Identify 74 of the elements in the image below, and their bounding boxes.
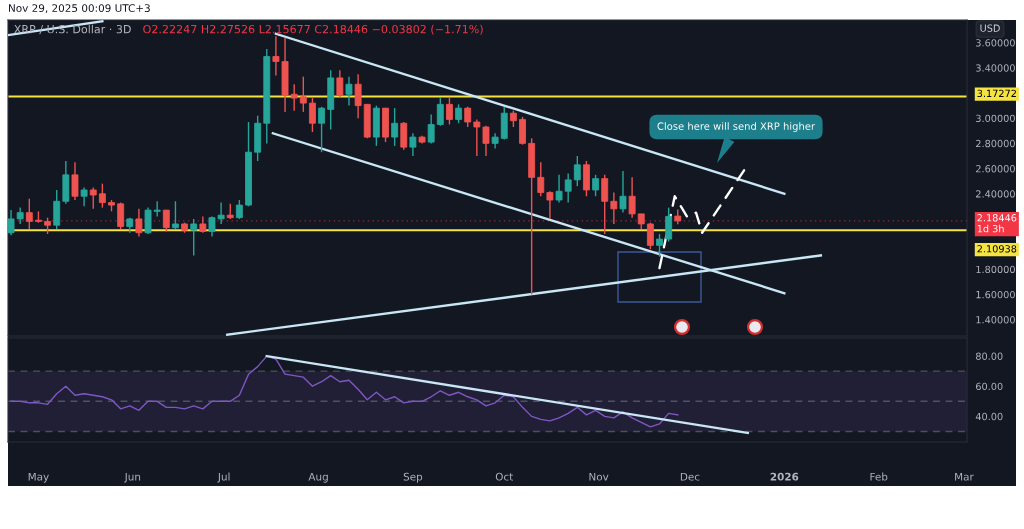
candlestick bbox=[409, 132, 417, 157]
y-tick-label: 40.00 bbox=[975, 412, 1003, 421]
y-tick-label: 1.60000 bbox=[976, 290, 1015, 299]
candlestick bbox=[117, 201, 125, 230]
candlestick bbox=[345, 75, 353, 107]
x-tick-label: 2026 bbox=[770, 472, 799, 481]
candlestick bbox=[446, 96, 453, 126]
candlestick bbox=[573, 155, 581, 187]
candlestick bbox=[619, 170, 627, 214]
x-tick-label: Mar bbox=[955, 472, 974, 481]
candlestick bbox=[8, 209, 15, 236]
x-tick-label: Sep bbox=[403, 472, 423, 483]
y-tick-label: 60.00 bbox=[976, 382, 1003, 391]
candlestick bbox=[555, 174, 563, 204]
candlestick bbox=[400, 121, 408, 151]
annotation: Close here will send XRP higher bbox=[657, 122, 816, 132]
candlestick bbox=[135, 208, 143, 238]
y-tick-label: 1.80000 bbox=[976, 265, 1015, 274]
text: Nov 29, 2025 00:09 UTC+3 bbox=[9, 4, 150, 14]
candlestick bbox=[610, 191, 618, 225]
y-tick-label: 2.60000 bbox=[976, 165, 1015, 173]
candlestick bbox=[646, 221, 654, 250]
candlestick bbox=[25, 198, 33, 230]
candlestick bbox=[546, 190, 554, 220]
candlestick bbox=[665, 206, 673, 243]
y-tick-label: 80.00 bbox=[975, 352, 1003, 360]
x-tick-label: Jun bbox=[124, 472, 141, 483]
candlestick bbox=[89, 186, 97, 210]
x-tick-label: Feb bbox=[870, 472, 888, 481]
y-tick-label: 3.40000 bbox=[976, 64, 1015, 72]
ref-line-label: 2.10938 bbox=[977, 245, 1017, 253]
x-tick-label: Dec bbox=[680, 472, 700, 481]
candlestick bbox=[391, 107, 399, 147]
ref-line-label: 3.17272 bbox=[977, 89, 1016, 98]
y-axis-title: USD bbox=[980, 24, 1000, 32]
candlestick bbox=[427, 113, 435, 145]
candlestick bbox=[53, 189, 61, 230]
candlestick bbox=[71, 161, 79, 201]
candlestick bbox=[455, 103, 463, 124]
x-tick-label: Jul bbox=[217, 472, 230, 483]
candlestick bbox=[601, 174, 609, 235]
candlestick bbox=[190, 218, 198, 257]
y-tick-label: 2.80000 bbox=[976, 139, 1015, 148]
line-series bbox=[10, 355, 679, 428]
candlestick bbox=[144, 206, 152, 235]
x-tick-label: May bbox=[28, 472, 49, 483]
candlestick bbox=[98, 182, 106, 209]
candlestick bbox=[519, 116, 526, 146]
candlestick bbox=[354, 73, 362, 119]
candlestick bbox=[656, 233, 663, 258]
ref-line-label: 2.18446 1d 3h bbox=[977, 214, 1017, 233]
candlestick bbox=[592, 174, 600, 197]
candlestick bbox=[153, 200, 161, 218]
y-tick-label: 3.00000 bbox=[976, 114, 1015, 123]
candlestick bbox=[80, 186, 88, 208]
candlestick bbox=[318, 106, 326, 153]
x-tick-label: Nov bbox=[589, 472, 609, 481]
candlestick bbox=[537, 161, 545, 197]
candlestick bbox=[162, 209, 170, 233]
y-tick-label: 3.60000 bbox=[976, 39, 1015, 47]
chart-subtitle: O2.22247 H2.27526 L2.15677 C2.18446 −0.03802 (−1.71%) bbox=[143, 24, 483, 35]
candlestick bbox=[290, 83, 298, 112]
candlestick bbox=[564, 172, 572, 204]
x-tick-label: Oct bbox=[495, 472, 513, 481]
y-tick-label: 1.40000 bbox=[976, 316, 1015, 324]
x-tick-label: Aug bbox=[308, 472, 328, 483]
candlestick bbox=[336, 69, 344, 99]
candlestick bbox=[436, 97, 444, 127]
candlestick bbox=[299, 75, 307, 113]
candlestick bbox=[628, 176, 636, 219]
candlestick bbox=[172, 200, 179, 230]
candlestick bbox=[309, 97, 316, 133]
y-tick-label: 2.40000 bbox=[976, 190, 1015, 198]
candlestick bbox=[235, 199, 243, 220]
